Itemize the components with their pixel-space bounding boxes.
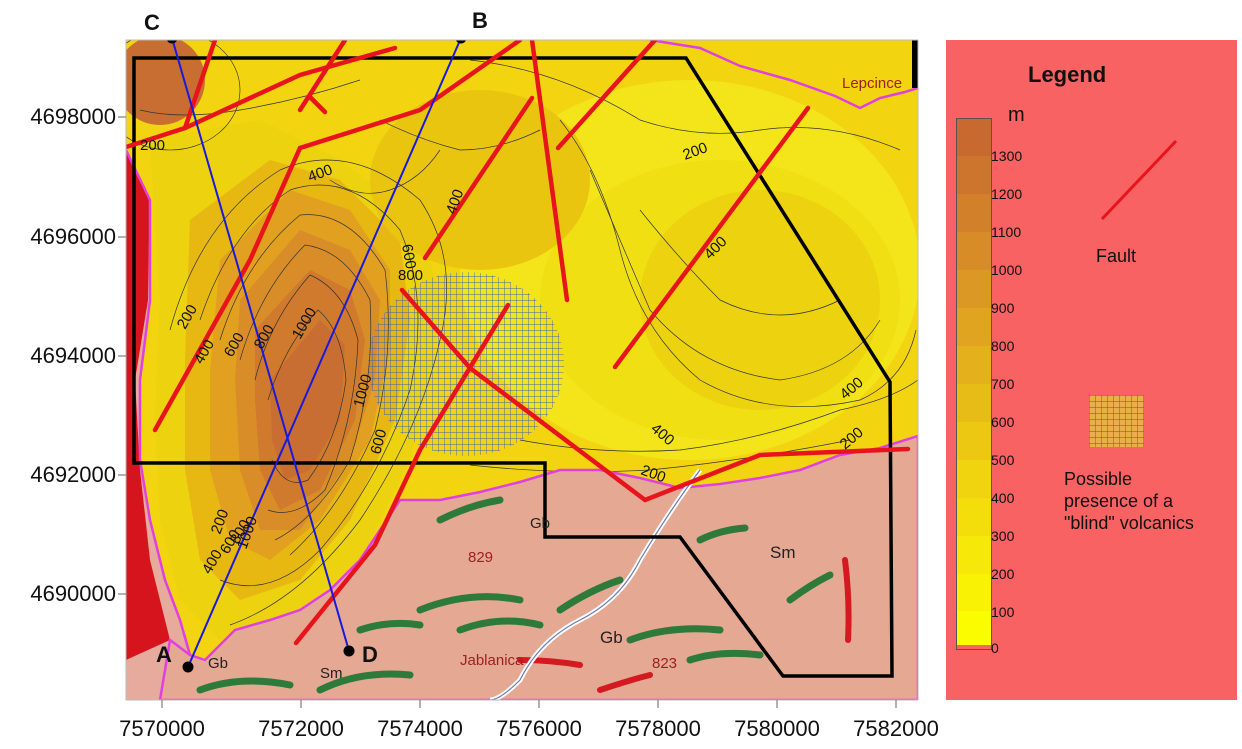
- axis-ticks: [118, 116, 897, 708]
- legend-unit: m: [1008, 104, 1025, 126]
- map-corner-mark: [912, 40, 918, 88]
- scale-label: 700: [991, 376, 1015, 392]
- river-edge: [489, 469, 701, 700]
- scale-label: 1200: [991, 186, 1023, 202]
- study-area-boundary: [132, 56, 894, 678]
- volcanics-legend-swatch: [1089, 395, 1144, 447]
- formation-label: Sm: [320, 665, 343, 682]
- x-tick-label: 7578000: [615, 716, 701, 741]
- x-tick-label: 7570000: [119, 716, 205, 741]
- elevation-label: 823: [652, 655, 677, 672]
- contour-label: 200: [140, 137, 165, 154]
- elevation-color-scale: [956, 118, 992, 650]
- contour-label: 600: [367, 427, 390, 456]
- place-label: Lepcince: [842, 75, 902, 92]
- profile-lines: [171, 40, 462, 668]
- contour-fill-nw-peak: [126, 40, 205, 125]
- contour-fill-north-200: [370, 90, 590, 270]
- y-tick-label: 4692000: [30, 462, 116, 487]
- volcanics-legend-label: Possible presence of a "blind" volcanics: [1064, 468, 1234, 534]
- scale-label: 400: [991, 490, 1015, 506]
- fault-legend-symbol: [1100, 139, 1178, 221]
- geological-map: 200 400 600 800 1000 200 400 600 800 100…: [118, 39, 919, 708]
- profile-point-b: B: [472, 8, 488, 33]
- contour-label: 800: [398, 267, 423, 284]
- legend-title: Legend: [1028, 62, 1107, 87]
- scale-label: 300: [991, 528, 1015, 544]
- y-tick-label: 4690000: [30, 581, 116, 606]
- map-label-group: Lepcince Gb Sm Gb Gb Sm Jablanica 829 82…: [208, 75, 902, 682]
- formation-label: Sm: [770, 543, 796, 562]
- scale-label: 500: [991, 452, 1015, 468]
- geology-red-strip: [126, 150, 170, 660]
- geology-top-edge: [649, 40, 918, 110]
- place-label: Jablanica: [460, 652, 524, 669]
- fault-legend-label: Fault: [1096, 246, 1137, 266]
- profile-endpoints: [166, 40, 467, 673]
- contour-fill-400: [640, 190, 880, 410]
- geology-left-edge: [126, 149, 192, 656]
- legend-panel: Legend m 1300 1200 1100 1000 900 800 700…: [946, 40, 1237, 700]
- contour-fill-nw-800: [126, 40, 241, 151]
- x-tick-label: 7574000: [377, 716, 463, 741]
- contour-label: 600: [398, 243, 419, 271]
- faults: [126, 40, 911, 646]
- scale-label: 100: [991, 604, 1015, 620]
- profile-point-a: A: [156, 642, 172, 667]
- scale-label: 1100: [991, 224, 1022, 240]
- y-tick-label: 4694000: [30, 343, 116, 368]
- scale-label: 0: [991, 640, 999, 656]
- scale-label: 900: [991, 300, 1015, 316]
- y-tick-label: 4696000: [30, 224, 116, 249]
- scale-label: 800: [991, 338, 1015, 354]
- x-tick-label: 7572000: [258, 716, 344, 741]
- profile-point-c: C: [144, 10, 160, 35]
- scale-label: 200: [991, 566, 1015, 582]
- geology-red-dikes: [517, 557, 852, 693]
- volcanics-label-line: "blind" volcanics: [1064, 513, 1194, 533]
- formation-label: Gb: [208, 655, 228, 672]
- profile-point-d: D: [362, 642, 378, 667]
- scale-label: 1000: [991, 262, 1023, 278]
- x-tick-label: 7580000: [734, 716, 820, 741]
- x-tick-label: 7582000: [853, 716, 939, 741]
- x-tick-label: 7576000: [496, 716, 582, 741]
- elevation-label: 829: [468, 549, 493, 566]
- formation-label: Gb: [600, 628, 623, 647]
- volcanics-label-line: presence of a: [1064, 491, 1174, 511]
- scale-label: 1300: [991, 148, 1023, 164]
- map-frame: [125, 39, 919, 701]
- geology-dikes: [196, 496, 834, 694]
- volcanics-label-line: Possible: [1064, 469, 1133, 489]
- formation-label: Gb: [530, 515, 550, 532]
- scale-label: 600: [991, 414, 1015, 430]
- y-tick-label: 4698000: [30, 104, 116, 129]
